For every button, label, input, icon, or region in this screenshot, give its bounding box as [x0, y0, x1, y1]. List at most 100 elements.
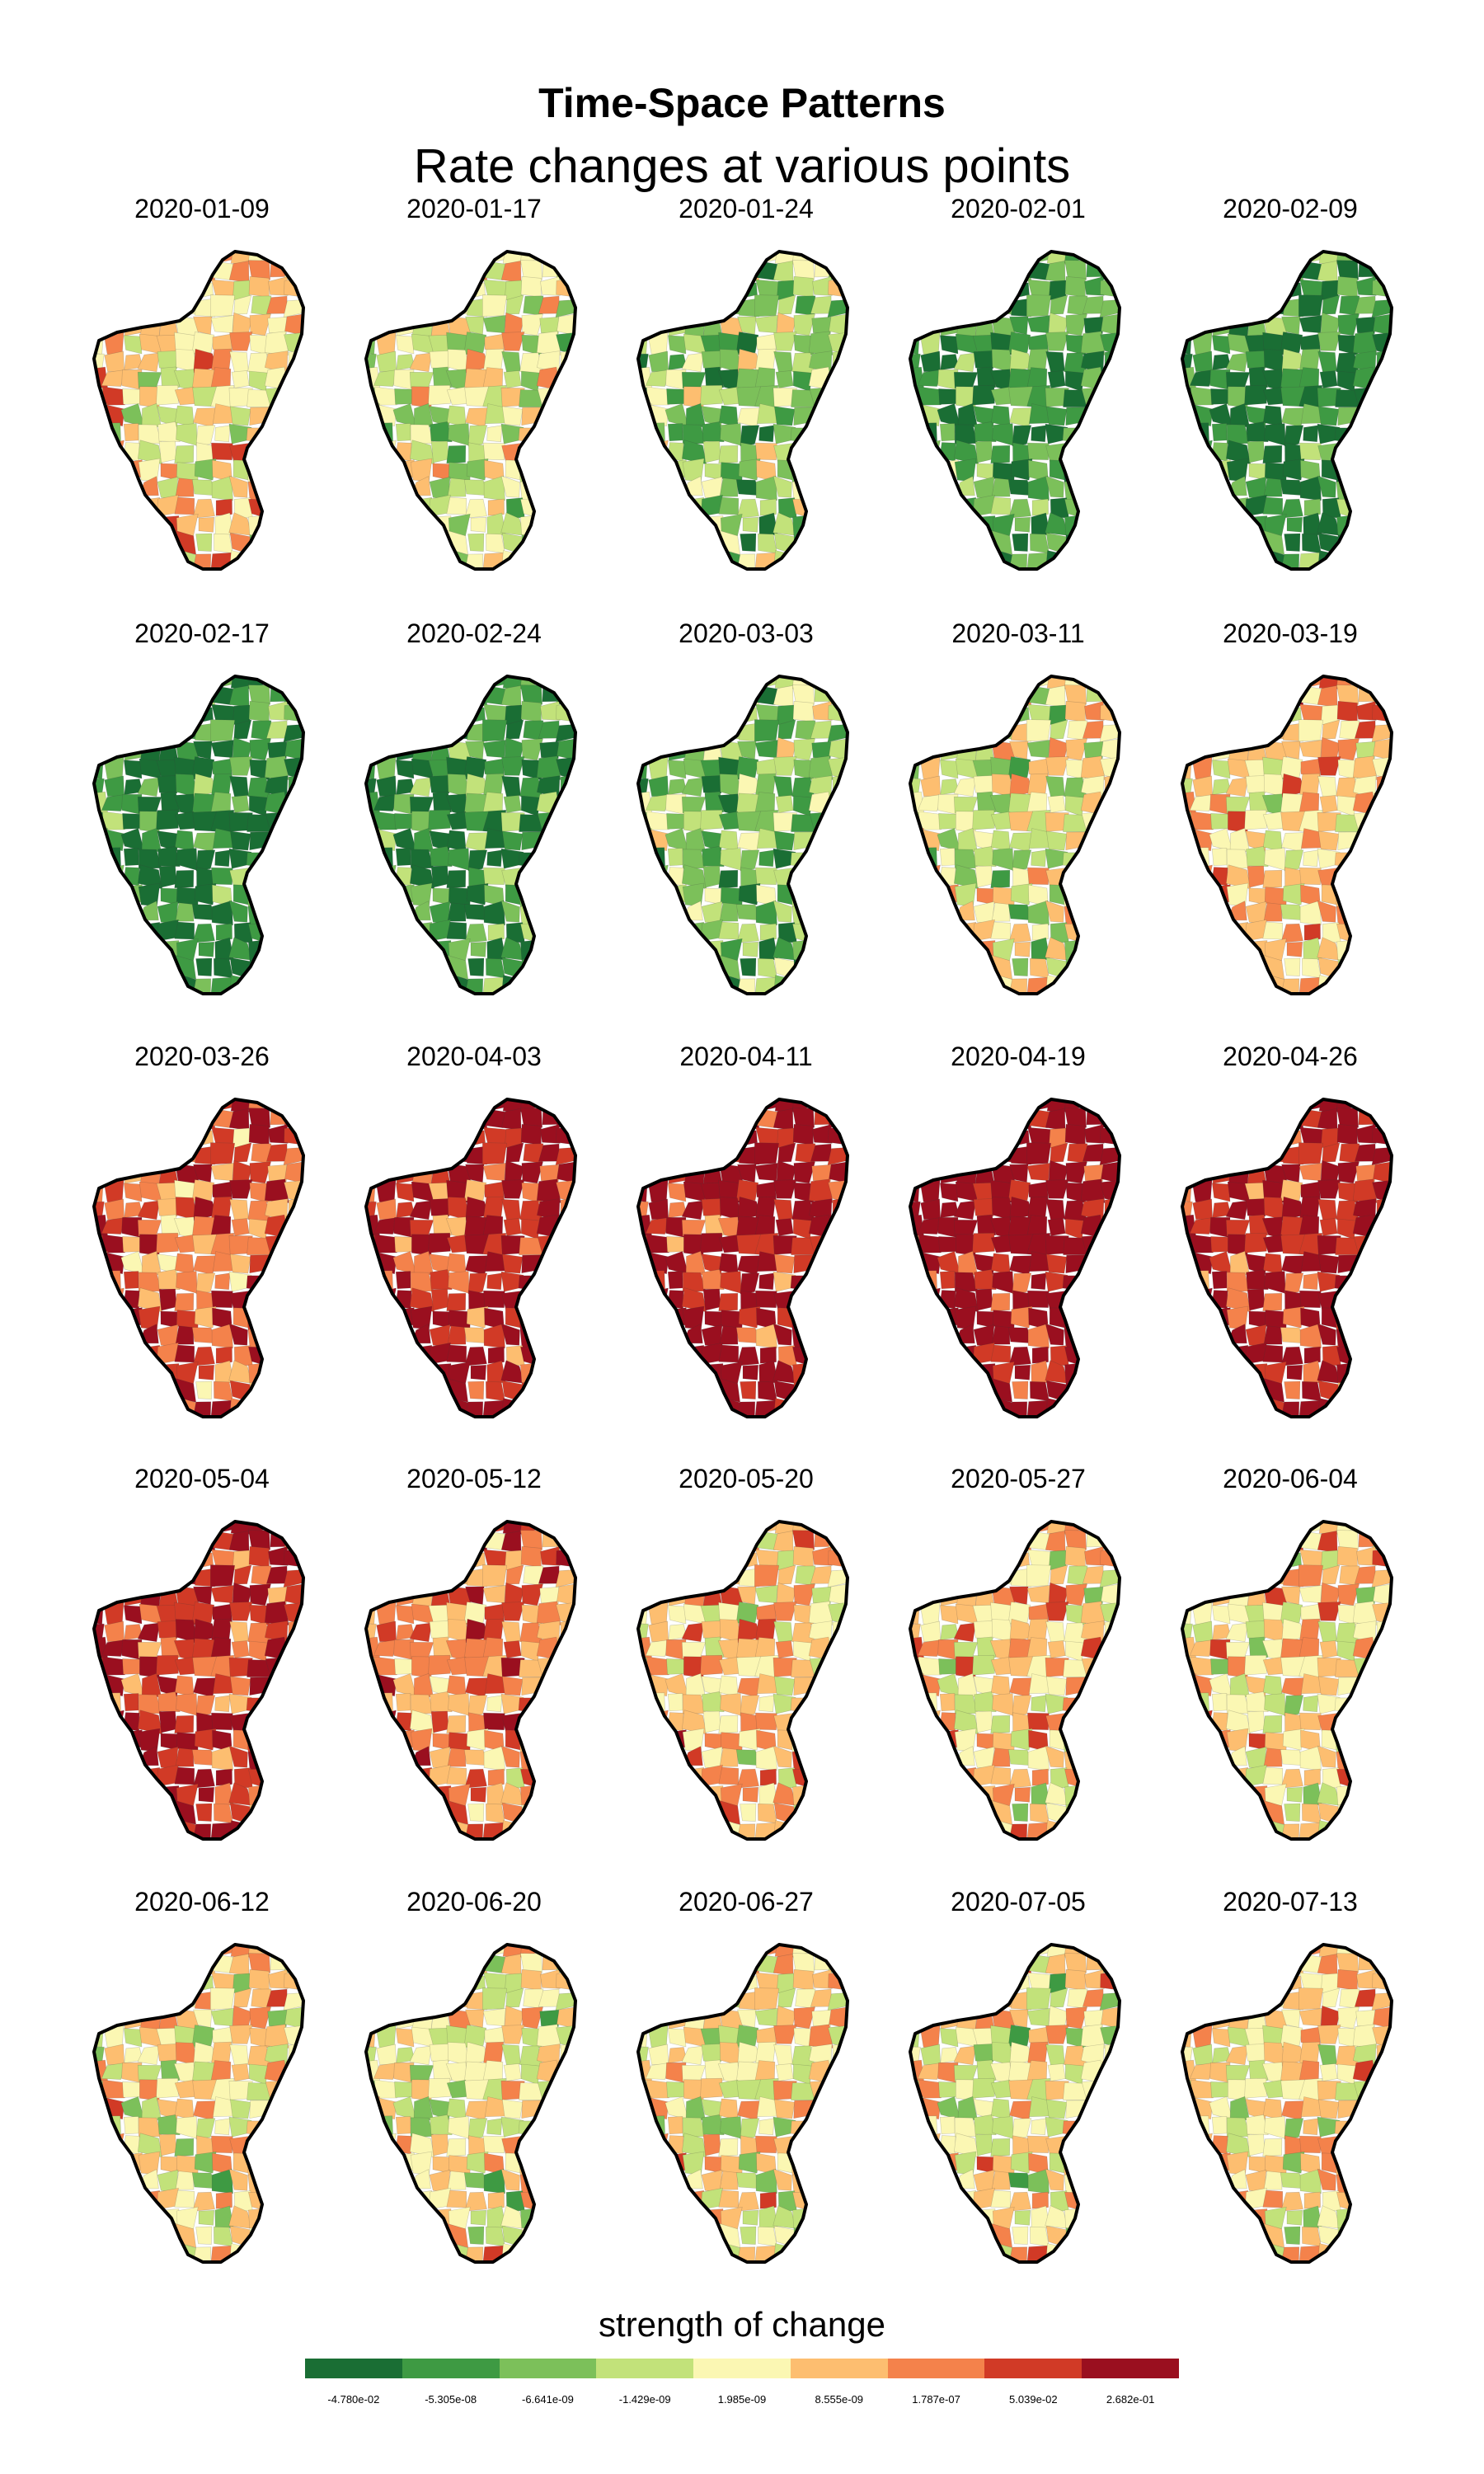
- census-tract: [157, 1620, 178, 1639]
- census-tract: [1228, 1141, 1249, 1164]
- census-tract: [1247, 865, 1266, 888]
- census-tract: [287, 1731, 303, 1748]
- census-tract: [1118, 1822, 1120, 1839]
- census-tract: [1356, 1124, 1377, 1144]
- census-tract: [1182, 1141, 1195, 1166]
- census-tract: [638, 1729, 652, 1750]
- census-tract: [910, 1124, 920, 1145]
- census-tract: [176, 704, 198, 724]
- census-tract: [992, 1783, 1015, 1807]
- census-tract: [94, 864, 109, 886]
- census-tract: [554, 1656, 575, 1677]
- census-tract: [409, 1099, 432, 1113]
- census-tract: [974, 865, 993, 888]
- census-tract: [792, 260, 815, 281]
- census-tract: [920, 1324, 939, 1346]
- census-tract: [701, 1676, 725, 1697]
- census-tract: [429, 1253, 453, 1275]
- census-tract: [1390, 1549, 1392, 1570]
- census-tract: [759, 498, 777, 516]
- census-tract: [665, 1126, 685, 1149]
- census-tract: [194, 1568, 216, 1587]
- census-tract: [792, 684, 815, 706]
- census-tract: [638, 957, 651, 980]
- census-tract: [428, 1785, 452, 1804]
- census-tract: [1376, 1343, 1392, 1362]
- census-tract: [176, 676, 196, 688]
- census-tract: [918, 1415, 940, 1417]
- census-tract: [139, 975, 163, 994]
- census-tract: [366, 516, 380, 532]
- census-tract: [808, 902, 829, 924]
- census-tract: [120, 1748, 139, 1770]
- census-tract: [521, 1583, 543, 1606]
- census-tract: [1263, 1747, 1283, 1767]
- census-tract: [520, 684, 543, 706]
- census-tract: [1064, 700, 1086, 722]
- census-tract: [638, 1163, 652, 1184]
- census-tract: [702, 1288, 721, 1311]
- census-tract: [264, 1747, 284, 1770]
- census-tract: [231, 795, 250, 813]
- census-tract: [738, 882, 761, 905]
- census-tract: [391, 548, 416, 569]
- census-tract: [395, 1183, 415, 1202]
- census-tract: [1119, 252, 1120, 265]
- census-tract: [955, 682, 976, 708]
- census-tract: [574, 1324, 575, 1347]
- census-tract: [246, 552, 270, 569]
- census-tract: [1245, 1253, 1269, 1275]
- census-tract: [283, 477, 303, 500]
- census-tract: [910, 941, 924, 957]
- census-tract: [1207, 973, 1232, 994]
- census-tract: [1264, 938, 1287, 962]
- census-tract: [448, 1099, 468, 1111]
- census-tract: [1103, 461, 1120, 478]
- census-tract: [1084, 1307, 1106, 1329]
- census-tract: [638, 718, 650, 743]
- census-tract: [540, 1546, 561, 1566]
- census-tract: [706, 1522, 723, 1534]
- census-tract: [665, 1673, 689, 1697]
- census-tract: [1045, 1745, 1064, 1768]
- census-tract: [233, 294, 252, 315]
- census-tract: [720, 1522, 740, 1533]
- census-tract: [104, 901, 123, 923]
- census-tract: [1392, 847, 1413, 871]
- census-tract: [811, 1586, 832, 1604]
- census-tract: [161, 568, 180, 569]
- census-tract: [555, 1804, 575, 1825]
- census-tract: [301, 920, 303, 939]
- census-tract: [638, 1099, 652, 1110]
- census-tract: [650, 276, 670, 299]
- census-tract: [264, 1601, 289, 1625]
- census-tract: [102, 1305, 123, 1329]
- census-tract: [1389, 991, 1392, 994]
- census-tract: [94, 904, 105, 921]
- census-tract: [956, 718, 977, 741]
- census-tract: [919, 1530, 942, 1551]
- census-tract: [268, 1364, 289, 1384]
- census-tract: [120, 1251, 145, 1275]
- census-tract: [101, 676, 127, 690]
- census-tract: [808, 1601, 834, 1625]
- census-tract: [1210, 1359, 1233, 1385]
- census-tract: [268, 1546, 289, 1566]
- census-tract: [1182, 1749, 1193, 1766]
- census-tract: [833, 997, 848, 998]
- census-tract: [1389, 495, 1392, 515]
- census-tract: [1014, 516, 1031, 533]
- census-tract: [937, 403, 961, 427]
- census-tract: [846, 755, 848, 779]
- census-tract: [366, 755, 376, 780]
- census-tract: [463, 1602, 487, 1624]
- census-tract: [910, 1564, 923, 1588]
- census-tract: [375, 260, 398, 281]
- map-title: Time-Space Patterns: [538, 80, 946, 126]
- census-tract: [482, 1585, 506, 1604]
- census-tract: [123, 294, 144, 315]
- census-tract: [977, 1416, 996, 1417]
- census-tract: [302, 369, 303, 393]
- census-tract: [394, 1766, 412, 1786]
- census-tract: [556, 1583, 575, 1606]
